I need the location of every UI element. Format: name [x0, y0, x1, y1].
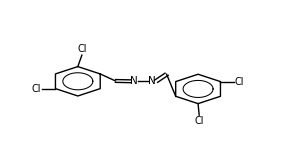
Text: Cl: Cl — [194, 116, 204, 126]
Text: Cl: Cl — [77, 44, 87, 54]
Text: N: N — [130, 76, 138, 86]
Text: Cl: Cl — [32, 84, 41, 94]
Text: Cl: Cl — [235, 77, 244, 87]
Text: N: N — [148, 76, 156, 86]
